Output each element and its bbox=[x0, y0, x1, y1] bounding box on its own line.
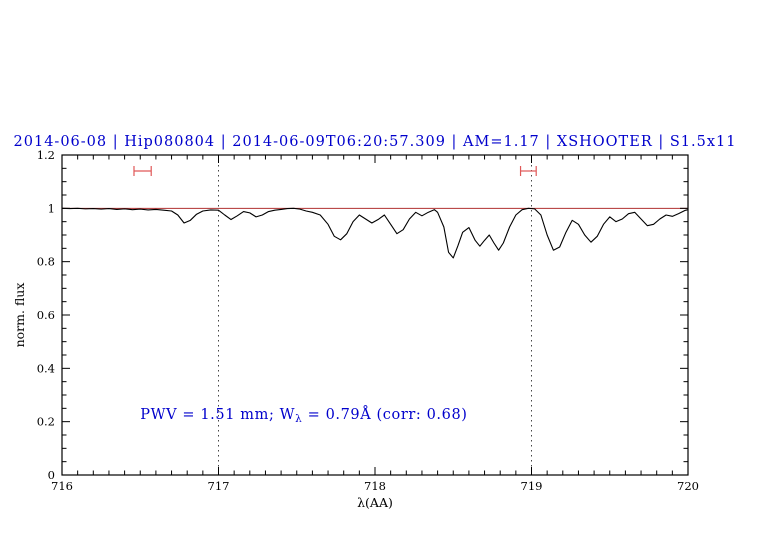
pwv-annotation: PWV = 1.51 mm; Wλ = 0.79Å (corr: 0.68) bbox=[140, 405, 467, 425]
y-tick-label: 0.8 bbox=[37, 255, 55, 269]
y-tick-label: 0 bbox=[48, 468, 55, 482]
y-tick-label: 1.2 bbox=[37, 148, 55, 162]
pwv-annotation-part: PWV = 1.51 mm; W bbox=[140, 407, 295, 423]
y-axis-label: norm. flux bbox=[12, 283, 27, 348]
x-tick-label: 716 bbox=[51, 479, 73, 493]
x-tick-label: 720 bbox=[677, 479, 699, 493]
x-tick-label: 719 bbox=[521, 479, 543, 493]
spectrum-line bbox=[61, 207, 689, 259]
pwv-annotation-part: λ bbox=[295, 413, 302, 425]
plot-title: 2014-06-08 | Hip080804 | 2014-06-09T06:2… bbox=[14, 134, 737, 150]
x-tick-label: 717 bbox=[208, 479, 230, 493]
y-tick-label: 0.6 bbox=[37, 308, 55, 322]
y-tick-label: 0.4 bbox=[37, 361, 55, 375]
axes-box bbox=[61, 154, 689, 476]
y-tick-label: 0.2 bbox=[37, 415, 55, 429]
range-marker-1 bbox=[133, 166, 152, 176]
x-tick-label: 718 bbox=[364, 479, 386, 493]
pwv-annotation-part: = 0.79Å (corr: 0.68) bbox=[302, 405, 467, 423]
y-tick-label: 1 bbox=[48, 201, 55, 215]
range-marker-2 bbox=[519, 166, 537, 176]
x-axis-label: λ(AA) bbox=[357, 495, 393, 510]
